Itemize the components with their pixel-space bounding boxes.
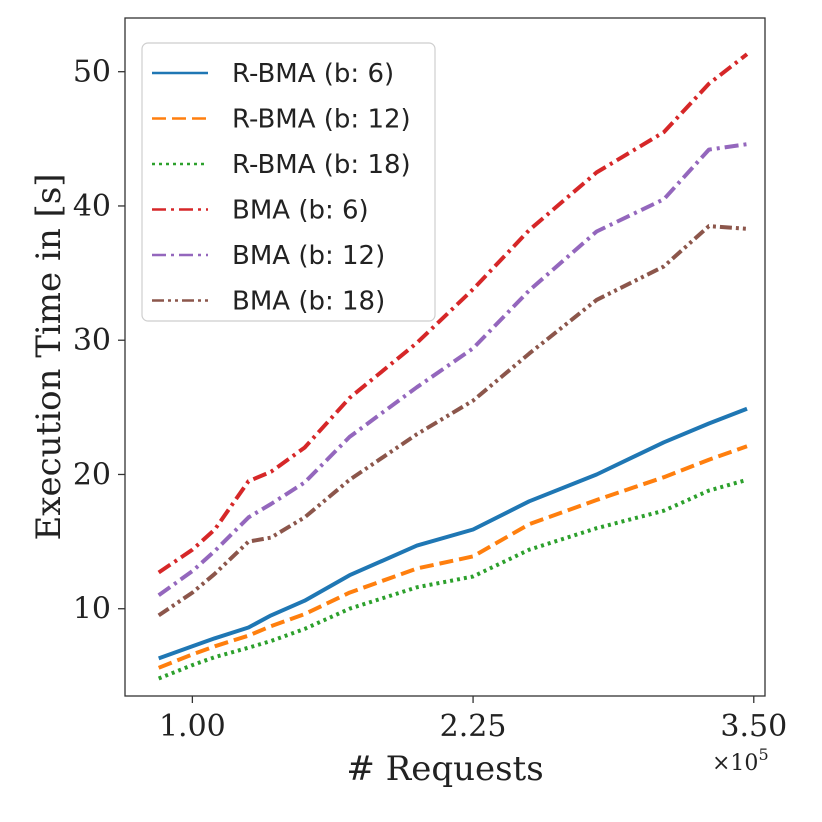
series-line	[157, 224, 748, 618]
legend-label: BMA (b: 18)	[232, 287, 385, 317]
legend-label: BMA (b: 12)	[232, 241, 385, 271]
series-line	[157, 477, 748, 681]
x-tick-label: 3.50	[720, 709, 787, 744]
legend-label: BMA (b: 6)	[232, 196, 369, 226]
series-line	[157, 444, 748, 670]
y-tick-label: 30	[73, 323, 111, 358]
x-tick-label: 1.00	[159, 709, 226, 744]
y-tick-label: 10	[73, 592, 111, 627]
x-scale-label: ×105	[712, 745, 769, 776]
y-tick-label: 50	[73, 55, 111, 90]
x-tick-label: 2.25	[440, 709, 507, 744]
y-axis-label: Execution Time in [s]	[29, 173, 69, 540]
series-group	[157, 52, 749, 681]
legend-label: R-BMA (b: 18)	[232, 150, 411, 180]
x-axis-label: # Requests	[346, 749, 543, 789]
series-line	[158, 406, 748, 661]
ticks-group: 1.00 2.25 3.50 10 20 30 40 50	[73, 55, 787, 744]
y-tick-label: 20	[73, 457, 111, 492]
legend: R-BMA (b: 6) R-BMA (b: 12) R-BMA (b: 18) BM…	[141, 42, 436, 322]
legend-label: R-BMA (b: 6)	[232, 59, 394, 89]
series-line	[157, 142, 748, 597]
legend-items: R-BMA (b: 6) R-BMA (b: 12) R-BMA (b: 18) BM…	[152, 59, 411, 317]
legend-label: R-BMA (b: 12)	[232, 105, 411, 135]
y-tick-label: 40	[73, 189, 111, 224]
legend-box	[141, 42, 436, 322]
series-line	[157, 52, 749, 575]
